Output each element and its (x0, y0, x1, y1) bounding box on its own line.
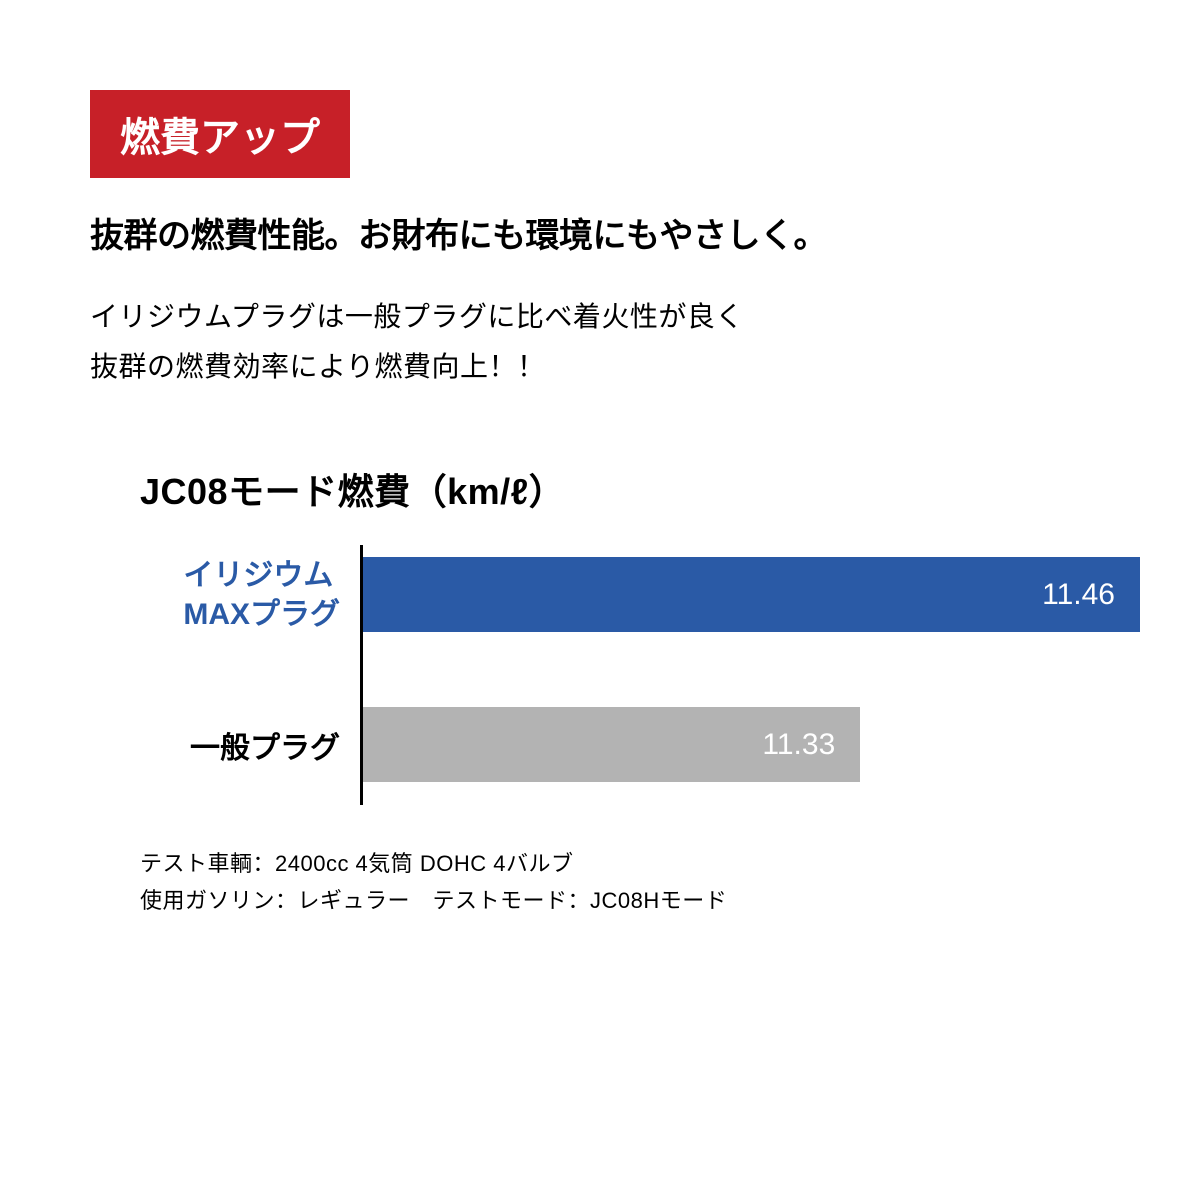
bar-row-1: 11.33 (363, 695, 1140, 795)
description-line-1: イリジウムプラグは一般プラグに比べ着火性が良く (90, 292, 1140, 342)
bar-label-row-1: 一般プラグ (140, 695, 340, 795)
description: イリジウムプラグは一般プラグに比べ着火性が良く 抜群の燃費効率により燃費向上！！ (90, 292, 1140, 393)
bars-column: 11.46 11.33 (360, 545, 1140, 805)
bar-label-0: イリジウム MAXプラグ (183, 556, 340, 634)
chart-area: イリジウム MAXプラグ 一般プラグ 11.46 11.33 (140, 545, 1140, 805)
headline: 抜群の燃費性能。お財布にも環境にもやさしく。 (90, 208, 1140, 257)
footnote-line-2: 使用ガソリン：レギュラー テストモード：JC08Hモード (140, 882, 1140, 919)
chart-title: JC08モード燃費（km/ℓ） (140, 463, 1140, 515)
bar-label-row-0: イリジウム MAXプラグ (140, 545, 340, 645)
bar-1: 11.33 (363, 707, 860, 782)
bar-label-0-line-1: イリジウム (183, 556, 340, 595)
bar-value-1: 11.33 (762, 728, 835, 762)
bar-label-1: 一般プラグ (190, 723, 340, 767)
bar-row-0: 11.46 (363, 545, 1140, 645)
labels-column: イリジウム MAXプラグ 一般プラグ (140, 545, 360, 805)
footnote-line-1: テスト車輌：2400cc 4気筒 DOHC 4バルブ (140, 845, 1140, 882)
bar-value-0: 11.46 (1042, 578, 1115, 612)
description-line-2: 抜群の燃費効率により燃費向上！！ (90, 342, 1140, 392)
chart-section: JC08モード燃費（km/ℓ） イリジウム MAXプラグ 一般プラグ 11.46 (90, 463, 1140, 920)
bar-label-0-line-2: MAXプラグ (183, 595, 340, 634)
bar-0: 11.46 (363, 557, 1140, 632)
badge: 燃費アップ (90, 90, 350, 178)
footnote: テスト車輌：2400cc 4気筒 DOHC 4バルブ 使用ガソリン：レギュラー … (140, 845, 1140, 920)
